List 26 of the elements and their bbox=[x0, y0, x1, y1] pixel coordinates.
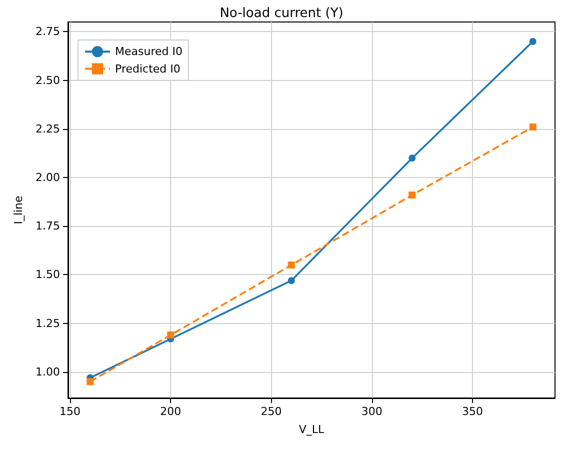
y-tick-label: 1.00 bbox=[36, 365, 60, 378]
x-tick-label: 200 bbox=[160, 405, 182, 418]
point bbox=[86, 378, 94, 386]
point bbox=[529, 123, 536, 130]
point bbox=[529, 38, 536, 45]
x-tick-label: 350 bbox=[462, 405, 483, 418]
x-tick-label: 300 bbox=[361, 405, 382, 418]
y-tick-label: 2.75 bbox=[36, 25, 60, 38]
y-tick-label: 1.25 bbox=[36, 316, 60, 330]
point bbox=[408, 192, 416, 199]
y-axis-title: I_line bbox=[12, 195, 25, 224]
y-tick-label: 2.25 bbox=[36, 122, 60, 136]
legend-label: Measured I0 bbox=[115, 45, 182, 58]
chart-title: No-load current (Y) bbox=[220, 6, 344, 21]
y-tick-label: 1.75 bbox=[36, 220, 60, 233]
x-tick-label: 250 bbox=[260, 405, 282, 418]
legend-label: Predicted I0 bbox=[115, 62, 180, 76]
point bbox=[167, 332, 174, 339]
x-tick-label: 150 bbox=[60, 405, 81, 418]
point bbox=[408, 154, 416, 162]
y-tick-label: 2.50 bbox=[36, 74, 60, 87]
point bbox=[288, 262, 295, 269]
y-tick-label: 1.50 bbox=[36, 268, 60, 282]
point bbox=[288, 277, 295, 284]
x-axis-title: V_LL bbox=[298, 423, 326, 436]
y-tick-label: 2.00 bbox=[36, 171, 60, 184]
